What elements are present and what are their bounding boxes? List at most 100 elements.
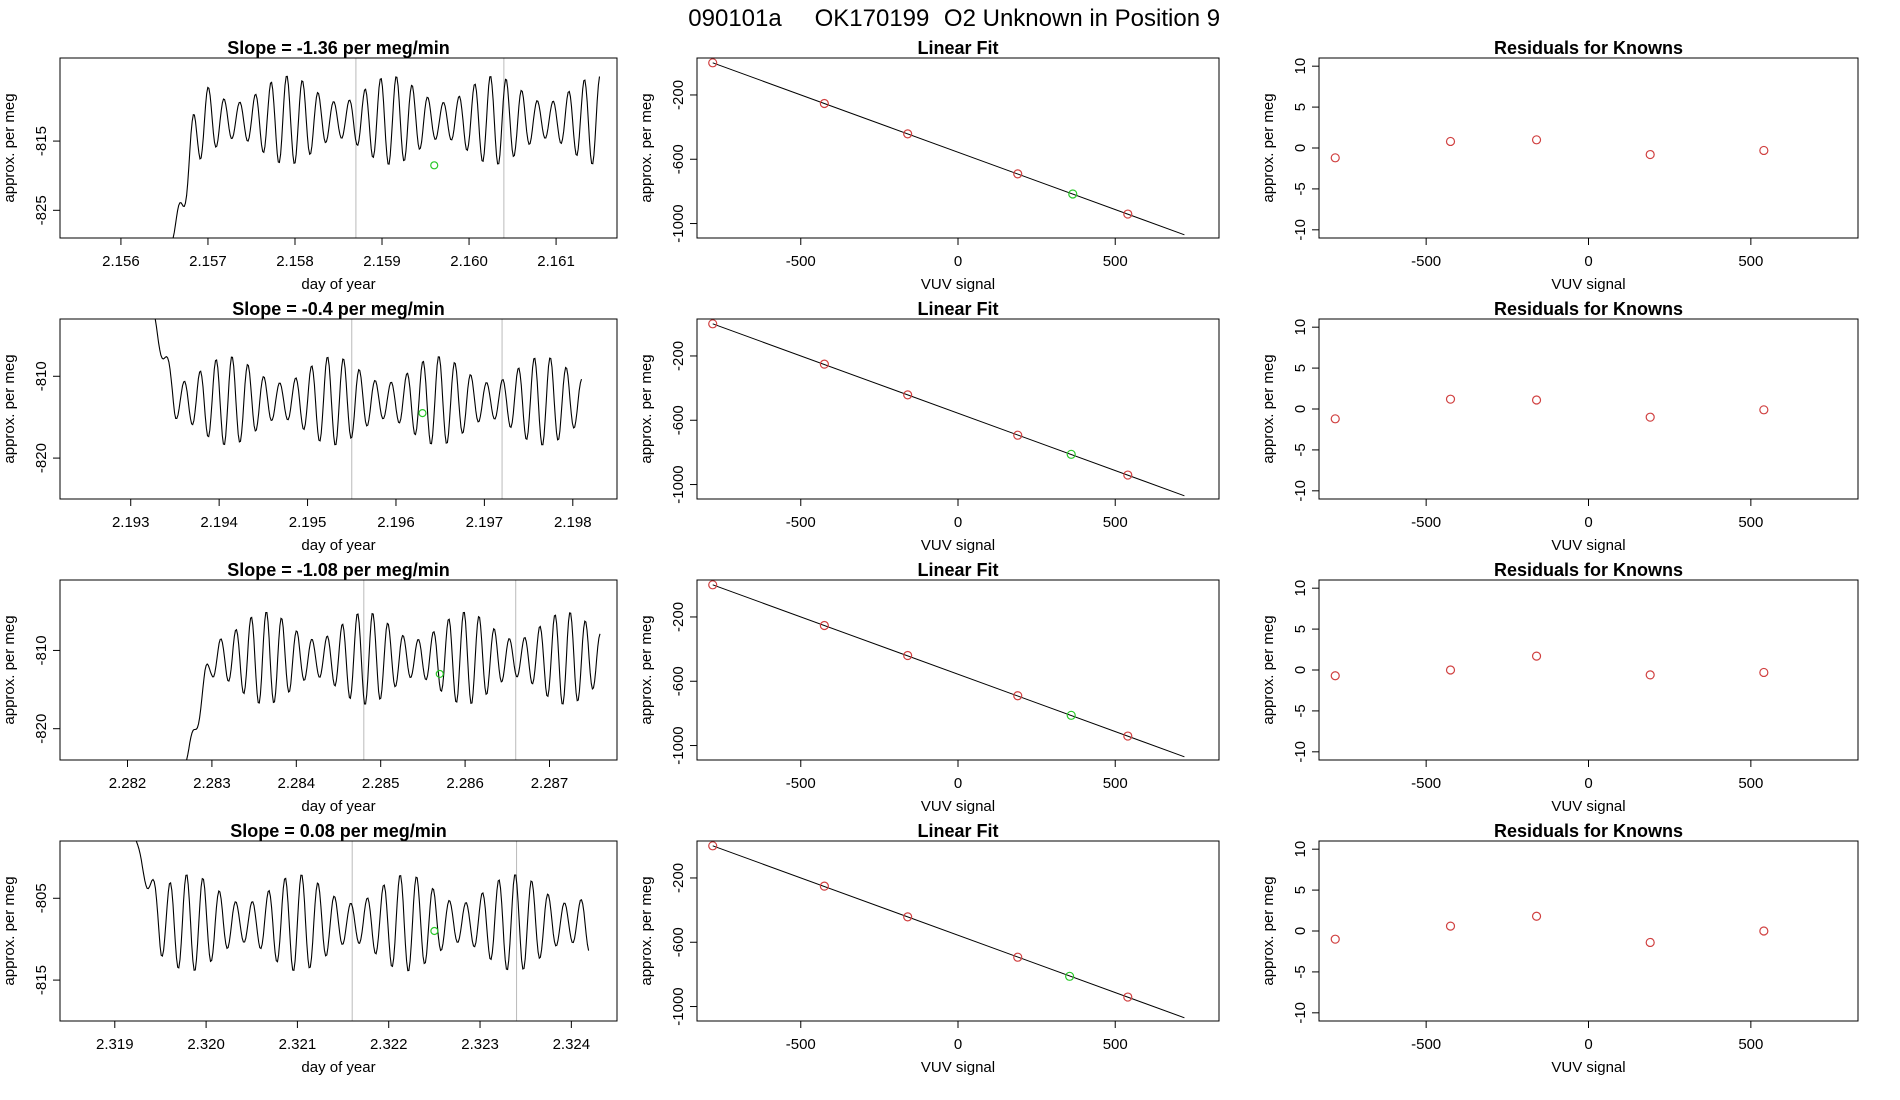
x-axis-label: day of year: [301, 537, 375, 554]
y-tick-label: 5: [1292, 103, 1309, 111]
y-axis-label: approx. per meg: [638, 615, 655, 724]
x-axis-label: VUV signal: [921, 537, 995, 554]
x-tick-label: 500: [1738, 1036, 1763, 1053]
known-point: [819, 881, 829, 891]
y-tick-label: -600: [670, 666, 687, 696]
known-point: [1013, 691, 1023, 701]
panel-title: Slope = -0.4 per meg/min: [232, 299, 445, 319]
x-tick-label: 2.156: [102, 253, 140, 270]
y-tick-label: -200: [670, 863, 687, 893]
known-point: [1123, 470, 1133, 480]
x-tick-label: 500: [1738, 253, 1763, 270]
y-tick-label: -815: [33, 965, 50, 995]
y-tick-label: -600: [670, 927, 687, 957]
plot-frame: [1318, 579, 1859, 761]
x-tick-label: 500: [1738, 775, 1763, 792]
panel-title: Residuals for Knowns: [1494, 560, 1683, 580]
y-tick-label: 0: [1292, 666, 1309, 674]
x-axis-label: VUV signal: [921, 798, 995, 815]
plot-area: [154, 319, 583, 499]
known-point: [819, 620, 829, 631]
known-point: [903, 912, 913, 922]
y-tick-label: -5: [1292, 443, 1309, 456]
plot-area: [186, 580, 601, 760]
y-tick-label: -1000: [670, 726, 687, 764]
x-tick-label: -500: [1411, 775, 1441, 792]
y-tick-label: -805: [33, 883, 50, 913]
y-tick-label: -825: [33, 195, 50, 225]
unknown-point: [1065, 971, 1075, 981]
residual-point: [1330, 414, 1340, 424]
series-line: [172, 75, 601, 238]
x-axis-label: day of year: [301, 1059, 375, 1076]
x-tick-label: 500: [1103, 514, 1128, 531]
x-axis-label: VUV signal: [921, 1059, 995, 1076]
x-tick-label: 500: [1103, 253, 1128, 270]
known-point: [1013, 169, 1023, 179]
residual-point: [1759, 926, 1769, 936]
x-tick-label: 0: [1584, 514, 1592, 531]
y-axis-label: approx. per meg: [1, 876, 18, 985]
known-point: [708, 841, 718, 851]
y-tick-label: 0: [1292, 927, 1309, 935]
plot-area: [708, 580, 1185, 758]
figure-title-tank: OK170199: [815, 5, 930, 32]
x-tick-label: 2.157: [189, 253, 227, 270]
x-tick-label: 2.287: [531, 775, 569, 792]
y-tick-label: 10: [1292, 58, 1309, 75]
x-tick-label: -500: [786, 514, 816, 531]
known-point: [708, 580, 718, 590]
y-tick-label: 10: [1292, 319, 1309, 336]
residual-point: [1330, 153, 1340, 163]
plot-frame: [696, 840, 1220, 1022]
unknown-point: [430, 926, 439, 936]
panel-title: Linear Fit: [917, 38, 998, 58]
x-axis-label: VUV signal: [1551, 276, 1625, 293]
y-axis-label: approx. per meg: [1260, 615, 1277, 724]
y-tick-label: -10: [1292, 741, 1309, 763]
residual-point: [1445, 136, 1456, 147]
plot-area: [708, 841, 1185, 1019]
x-tick-label: 2.159: [363, 253, 401, 270]
x-tick-label: 2.286: [446, 775, 484, 792]
x-tick-label: 2.283: [193, 775, 231, 792]
y-axis-label: approx. per meg: [1, 354, 18, 463]
panel-linearfit-3: Linear Fit VUV signal approx. per meg -500 0…: [638, 560, 1220, 815]
panel-title: Residuals for Knowns: [1494, 821, 1683, 841]
plot-frame: [1318, 318, 1859, 500]
x-tick-label: 2.196: [377, 514, 415, 531]
known-point: [708, 58, 718, 68]
y-tick-label: -200: [670, 341, 687, 371]
y-tick-label: 10: [1292, 841, 1309, 858]
x-tick-label: -500: [1411, 514, 1441, 531]
unknown-point: [1068, 189, 1078, 199]
x-tick-label: 2.160: [450, 253, 488, 270]
x-tick-label: 0: [1584, 1036, 1592, 1053]
y-axis-label: approx. per meg: [1260, 876, 1277, 985]
residual-point: [1645, 412, 1655, 422]
residual-point: [1330, 934, 1340, 944]
x-tick-label: 0: [954, 1036, 962, 1053]
y-tick-label: 5: [1292, 886, 1309, 894]
residual-point: [1759, 405, 1769, 415]
x-tick-label: -500: [1411, 1036, 1441, 1053]
panel-title: Slope = -1.36 per meg/min: [227, 38, 450, 58]
y-tick-label: -10: [1292, 480, 1309, 502]
y-axis-label: approx. per meg: [638, 876, 655, 985]
plot-area: [1330, 911, 1769, 948]
known-point: [903, 390, 913, 400]
x-tick-label: 500: [1103, 775, 1128, 792]
plot-area: [1330, 651, 1769, 681]
fit-line: [712, 584, 1185, 758]
y-tick-label: -5: [1292, 965, 1309, 978]
panel-title: Linear Fit: [917, 560, 998, 580]
x-tick-label: 0: [954, 253, 962, 270]
plot-frame: [696, 579, 1220, 761]
x-tick-label: 0: [1584, 253, 1592, 270]
known-point: [1123, 992, 1133, 1002]
unknown-point: [435, 669, 444, 679]
plot-frame: [696, 57, 1220, 239]
y-axis-label: approx. per meg: [638, 354, 655, 463]
x-tick-label: 500: [1103, 1036, 1128, 1053]
residual-point: [1330, 671, 1340, 681]
